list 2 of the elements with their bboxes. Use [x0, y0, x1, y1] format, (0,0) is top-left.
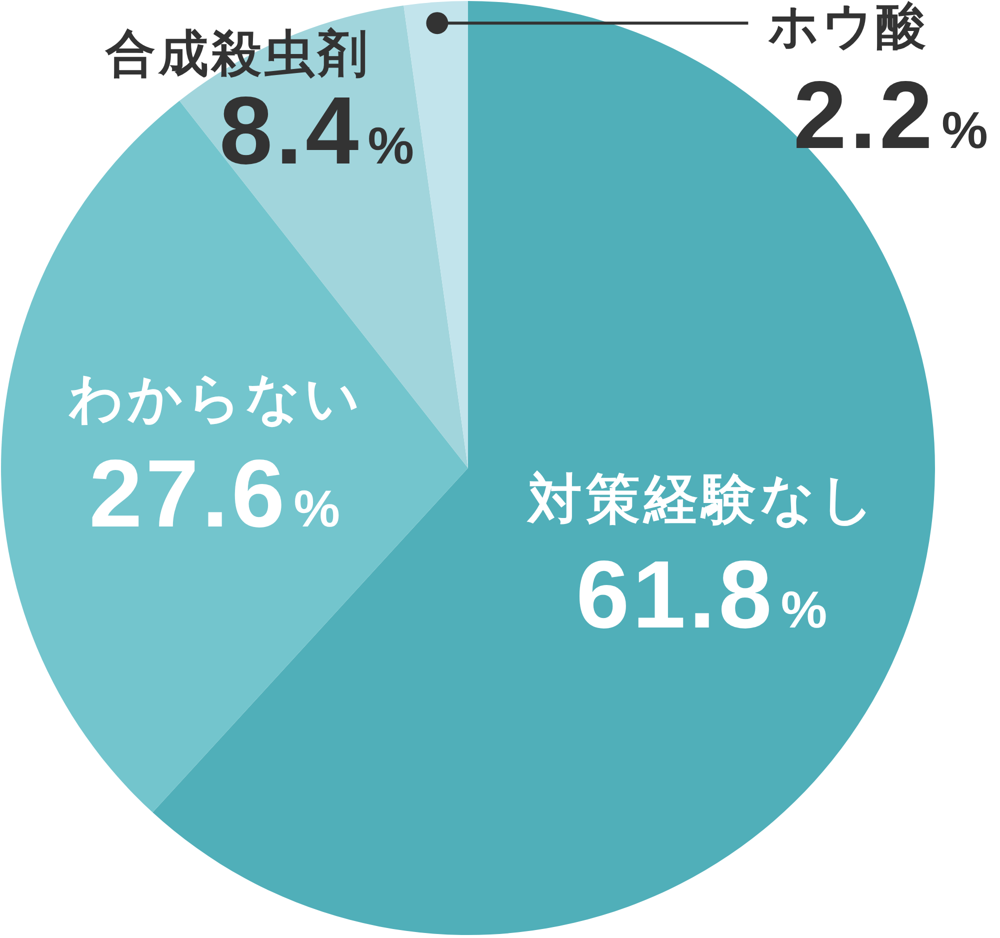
slice-label: ホウ酸 [768, 0, 930, 54]
data-label: 2.2% [793, 62, 991, 170]
